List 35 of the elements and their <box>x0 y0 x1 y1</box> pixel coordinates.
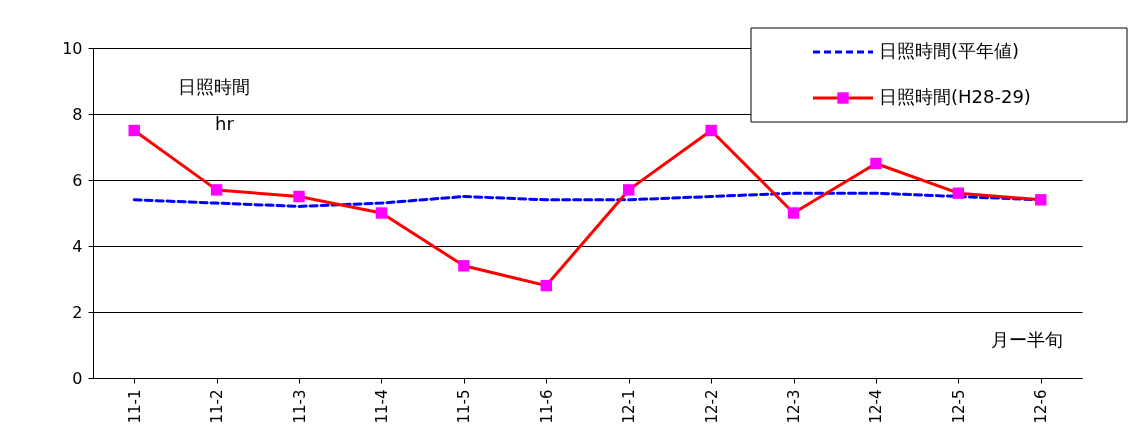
point <box>870 157 882 170</box>
point <box>293 190 305 203</box>
point <box>128 124 140 137</box>
point <box>375 207 388 219</box>
x-tick-label: 11-3 <box>290 389 309 424</box>
x-tick-label: 12-3 <box>785 389 804 424</box>
x-tick-label: 11-1 <box>125 389 144 424</box>
point <box>952 187 965 199</box>
x-tick-label: 11-4 <box>372 389 391 424</box>
annotation: hr <box>215 113 235 134</box>
point <box>1035 194 1047 206</box>
legend-label: 日照時間(H28-29) <box>879 86 1031 107</box>
y-tick-label: 0 <box>72 368 83 388</box>
point <box>623 184 635 196</box>
y-axis-title: 日照時間 <box>178 76 250 97</box>
legend-label: 日照時間(平年値) <box>879 40 1020 61</box>
x-tick-label: 11-2 <box>208 389 227 424</box>
point <box>705 124 717 137</box>
x-tick-label: 12-2 <box>702 389 721 424</box>
y-tick-label: 4 <box>72 236 83 256</box>
x-tick-label: 12-6 <box>1032 389 1051 424</box>
x-tick-label: 12-4 <box>867 389 886 424</box>
point <box>540 279 552 292</box>
point <box>787 207 800 219</box>
x-tick-label: 11-5 <box>455 389 474 424</box>
x-tick-label: 12-1 <box>620 389 639 424</box>
y-tick-label: 10 <box>62 38 83 58</box>
point <box>210 184 223 196</box>
y-tick-label: 6 <box>72 170 83 190</box>
y-tick-label: 8 <box>72 104 83 124</box>
point <box>458 260 470 272</box>
y-tick-label: 2 <box>72 302 83 322</box>
x-tick-label: 12-5 <box>949 389 968 424</box>
x-tick-label: 11-6 <box>537 389 556 424</box>
x-axis-title: 月ー半旬 <box>991 329 1063 350</box>
